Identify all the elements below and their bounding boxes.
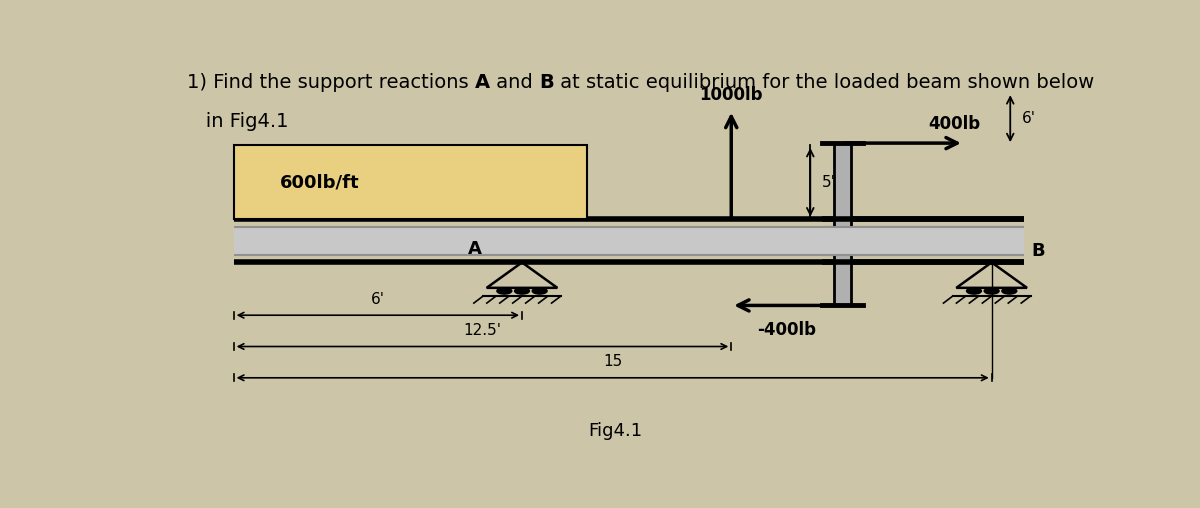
Bar <box>834 145 851 303</box>
Text: at static equilibrium for the loaded beam shown below: at static equilibrium for the loaded bea… <box>554 73 1094 92</box>
Bar <box>822 227 1025 255</box>
Text: 1000lb: 1000lb <box>700 86 763 104</box>
Text: 6': 6' <box>371 292 385 307</box>
Circle shape <box>515 288 529 294</box>
Text: Fig4.1: Fig4.1 <box>588 422 642 440</box>
Text: A: A <box>475 73 491 92</box>
Text: in Fig4.1: in Fig4.1 <box>187 112 289 131</box>
Text: 5': 5' <box>822 175 835 189</box>
Circle shape <box>497 288 511 294</box>
Text: B: B <box>539 73 554 92</box>
Text: A: A <box>468 240 482 259</box>
Circle shape <box>1002 288 1016 294</box>
Text: 1) Find the support reactions: 1) Find the support reactions <box>187 73 475 92</box>
Text: -400lb: -400lb <box>757 321 816 339</box>
Text: 12.5': 12.5' <box>463 323 502 338</box>
Bar <box>234 145 587 219</box>
Bar <box>234 227 1025 255</box>
Text: 15: 15 <box>604 354 623 369</box>
Text: 600lb/ft: 600lb/ft <box>281 173 360 191</box>
Text: 6': 6' <box>1021 111 1036 126</box>
Text: 400lb: 400lb <box>929 115 980 133</box>
Circle shape <box>533 288 547 294</box>
Text: and: and <box>491 73 539 92</box>
Circle shape <box>966 288 982 294</box>
Text: B: B <box>1032 242 1045 261</box>
Circle shape <box>984 288 1000 294</box>
